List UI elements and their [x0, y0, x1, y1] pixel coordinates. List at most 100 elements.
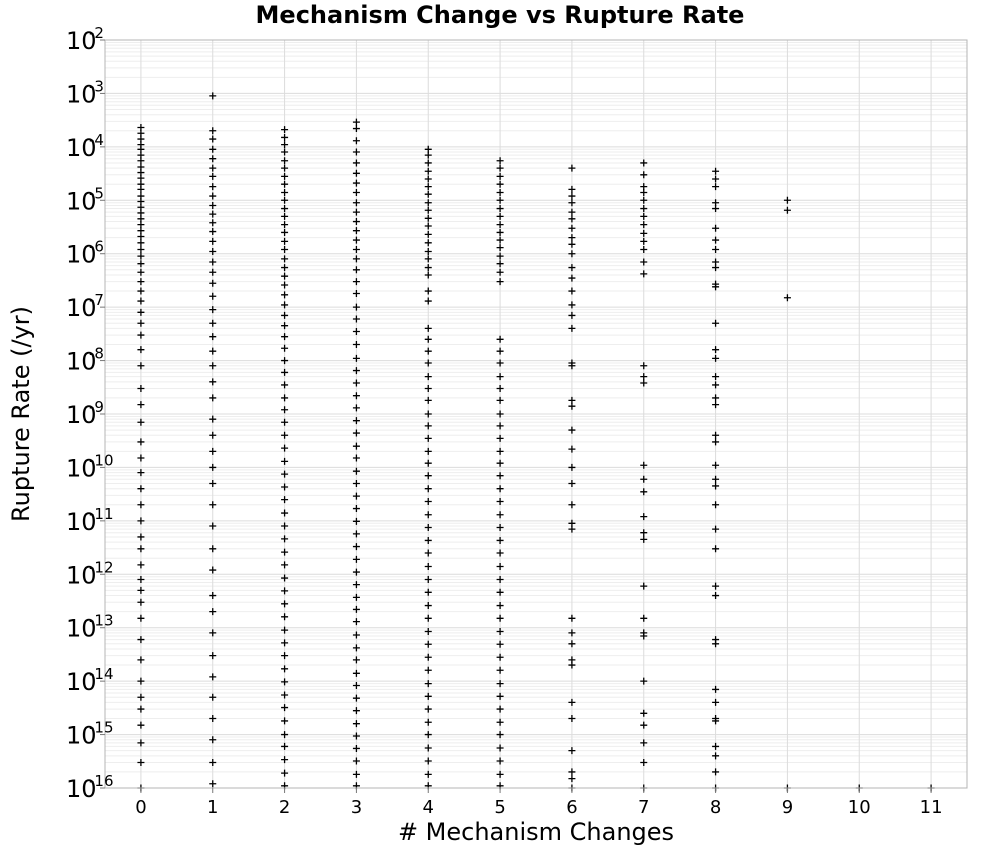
data-point	[424, 549, 432, 557]
data-point	[281, 291, 289, 299]
data-point	[424, 575, 432, 583]
x-tick-label: 7	[638, 797, 649, 818]
data-point	[281, 255, 289, 263]
y-axis-ticks: 10-210-310-410-510-610-710-810-910-1010-…	[66, 24, 114, 803]
data-point	[712, 742, 720, 750]
data-point	[496, 385, 504, 393]
data-point	[424, 653, 432, 661]
data-point	[281, 457, 289, 465]
data-point	[209, 378, 217, 386]
data-point	[568, 324, 576, 332]
y-tick-label-exponent: -13	[89, 612, 114, 630]
data-point	[424, 627, 432, 635]
data-point	[281, 322, 289, 330]
data-point	[640, 229, 648, 237]
data-point	[712, 698, 720, 706]
data-point	[209, 135, 217, 143]
data-point	[281, 272, 289, 280]
data-point	[568, 525, 576, 533]
data-point	[209, 219, 217, 227]
y-tick-label-exponent: -8	[89, 345, 104, 363]
data-point	[281, 639, 289, 647]
data-point	[568, 301, 576, 309]
data-point	[137, 157, 145, 165]
data-point	[209, 394, 217, 402]
data-point	[281, 652, 289, 660]
data-point	[137, 209, 145, 217]
data-point	[137, 268, 145, 276]
data-point	[352, 631, 360, 639]
data-point	[137, 739, 145, 747]
data-point	[496, 205, 504, 213]
data-point	[352, 492, 360, 500]
data-point	[281, 344, 289, 352]
data-point	[424, 335, 432, 343]
data-point	[712, 461, 720, 469]
data-point	[281, 228, 289, 236]
data-point	[568, 775, 576, 783]
data-point	[568, 463, 576, 471]
data-point	[496, 373, 504, 381]
y-tick-label-base: 10	[66, 187, 97, 215]
data-point	[352, 568, 360, 576]
data-point	[352, 379, 360, 387]
data-point	[496, 278, 504, 286]
data-point	[352, 505, 360, 513]
data-point	[352, 118, 360, 126]
data-point	[424, 757, 432, 765]
data-point	[712, 167, 720, 175]
data-point	[496, 524, 504, 532]
data-point	[137, 721, 145, 729]
data-point	[424, 562, 432, 570]
data-point	[496, 562, 504, 570]
data-point	[424, 183, 432, 191]
data-point	[137, 575, 145, 583]
data-point	[496, 236, 504, 244]
data-point	[496, 588, 504, 596]
data-point	[209, 210, 217, 218]
data-point	[568, 445, 576, 453]
y-tick-label-exponent: -9	[89, 398, 104, 416]
data-point	[712, 525, 720, 533]
data-point	[281, 281, 289, 289]
data-point	[424, 447, 432, 455]
data-point	[137, 287, 145, 295]
data-point	[496, 718, 504, 726]
x-tick-label: 9	[782, 797, 793, 818]
data-point	[640, 362, 648, 370]
data-point	[281, 381, 289, 389]
data-point	[424, 324, 432, 332]
data-point	[209, 347, 217, 355]
data-point	[209, 248, 217, 256]
y-tick-label-exponent: -12	[89, 558, 114, 576]
data-point	[424, 359, 432, 367]
data-point	[568, 264, 576, 272]
data-point	[712, 245, 720, 253]
data-point	[424, 248, 432, 256]
data-point	[496, 212, 504, 220]
data-point	[352, 744, 360, 752]
data-point	[712, 373, 720, 381]
data-point	[209, 693, 217, 701]
data-point	[424, 692, 432, 700]
data-point	[352, 720, 360, 728]
data-point	[352, 340, 360, 348]
data-point	[352, 218, 360, 226]
data-point	[496, 172, 504, 180]
data-point	[281, 535, 289, 543]
data-point	[137, 245, 145, 253]
data-point	[281, 587, 289, 595]
data-point	[281, 600, 289, 608]
y-tick-label-base: 10	[66, 348, 97, 376]
data-point	[496, 653, 504, 661]
data-point	[352, 593, 360, 601]
data-point	[137, 469, 145, 477]
data-point	[352, 429, 360, 437]
data-point	[137, 232, 145, 240]
data-point	[209, 545, 217, 553]
data-point	[424, 239, 432, 247]
data-point	[496, 268, 504, 276]
data-point	[496, 731, 504, 739]
data-point	[496, 335, 504, 343]
data-point	[137, 362, 145, 370]
